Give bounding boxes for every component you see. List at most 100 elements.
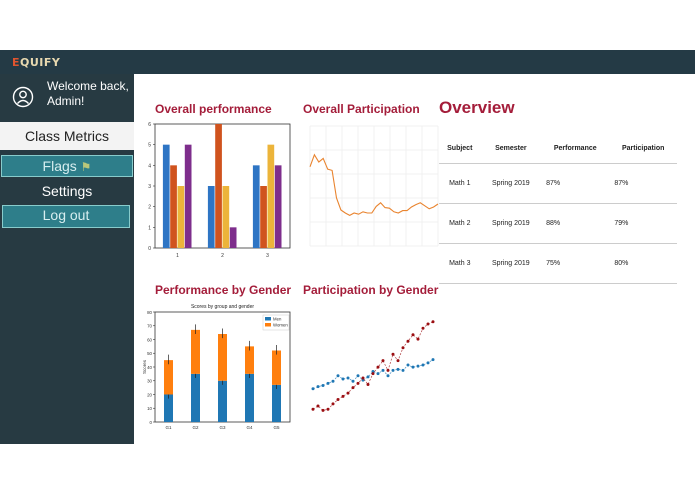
x-tick-label: G4 <box>246 425 253 430</box>
y-tick-label: 5 <box>148 143 151 149</box>
data-point <box>371 369 375 373</box>
cell-participation: 87% <box>609 163 677 204</box>
bar <box>267 144 275 248</box>
app-logo[interactable]: EQUIFY <box>12 56 61 69</box>
data-point <box>391 352 395 356</box>
data-point <box>341 377 345 381</box>
table-header-row: Subject Semester Performance Participati… <box>439 133 677 164</box>
data-point <box>376 365 380 369</box>
y-tick-label: 30 <box>147 379 152 384</box>
data-point <box>401 346 405 350</box>
y-tick-label: 3 <box>148 184 151 190</box>
bar <box>222 186 230 248</box>
performance-gender-chart: Scores by group and gender 0 10 20 30 40 50 60 7… <box>142 304 291 430</box>
data-point <box>401 368 405 372</box>
participation-gender-chart <box>311 320 435 412</box>
x-tick-label: 2 <box>221 253 224 259</box>
y-tick-label: 70 <box>147 324 152 329</box>
y-tick-label: 6 <box>148 122 151 128</box>
table-row[interactable]: Math 2 Spring 2019 88% 79% <box>439 203 677 244</box>
bar <box>218 380 227 422</box>
cell-performance: 88% <box>541 203 610 244</box>
data-point <box>346 376 350 380</box>
bar <box>215 124 222 248</box>
data-point <box>416 337 420 341</box>
data-point <box>416 364 420 368</box>
overall-performance-title: Overall performance <box>155 102 272 116</box>
data-point <box>351 386 355 390</box>
data-point <box>331 379 335 383</box>
sidebar-item-class-metrics[interactable]: Class Metrics <box>0 122 134 150</box>
x-tick-label: G1 <box>165 425 172 430</box>
data-point <box>396 359 400 363</box>
y-tick-label: 50 <box>147 351 152 356</box>
participation-line <box>309 153 439 217</box>
bar <box>218 334 227 381</box>
bar <box>184 144 192 248</box>
bar <box>164 360 173 395</box>
data-point <box>341 394 345 398</box>
data-point <box>431 320 435 324</box>
bar <box>207 186 215 248</box>
data-point <box>351 379 355 383</box>
data-point <box>336 374 340 378</box>
inner-chart-title: Scores by group and gender <box>191 304 254 310</box>
data-point <box>426 361 430 365</box>
sidebar-item-settings[interactable]: Settings <box>41 183 93 199</box>
series-line-red <box>312 321 434 411</box>
bar <box>274 165 282 248</box>
data-point <box>326 407 330 411</box>
cell-semester: Spring 2019 <box>480 203 542 244</box>
top-bar <box>0 50 695 74</box>
x-tick-label: 1 <box>176 253 179 259</box>
y-tick-label: 0 <box>148 246 151 252</box>
table-row[interactable]: Math 3 Spring 2019 75% 80% <box>439 243 677 284</box>
cell-semester: Spring 2019 <box>480 163 542 204</box>
overview-title: Overview <box>439 98 515 117</box>
data-point <box>346 391 350 395</box>
data-point <box>406 339 410 343</box>
data-point <box>396 367 400 371</box>
logout-button[interactable]: Log out <box>2 205 130 228</box>
bar <box>229 227 237 248</box>
bar <box>260 186 267 248</box>
data-point <box>421 363 425 367</box>
y-tick-label: 0 <box>150 420 153 425</box>
cell-subject: Math 2 <box>439 203 481 244</box>
data-point <box>406 363 410 367</box>
user-icon[interactable] <box>12 86 34 108</box>
data-point <box>411 365 415 369</box>
data-point <box>326 381 330 385</box>
cell-participation: 80% <box>609 243 677 284</box>
data-point <box>316 404 320 408</box>
bar <box>191 329 200 374</box>
data-point <box>411 333 415 337</box>
data-point <box>331 402 335 406</box>
cell-performance: 87% <box>541 163 610 204</box>
overall-performance-chart: 0 1 2 3 4 5 6 1 2 3 <box>148 122 291 259</box>
data-point <box>336 398 340 402</box>
flag-icon: ⚑ <box>80 160 92 174</box>
bar <box>162 144 170 248</box>
bar <box>245 373 254 422</box>
data-point <box>321 408 325 412</box>
sidebar-item-flags[interactable]: Flags ⚑ <box>1 155 133 177</box>
y-tick-label: 20 <box>147 392 152 397</box>
data-point <box>376 372 380 376</box>
bar <box>164 394 173 422</box>
data-point <box>311 407 315 411</box>
data-point <box>426 322 430 326</box>
table-row[interactable]: Math 1 Spring 2019 87% 87% <box>439 163 677 204</box>
data-point <box>321 384 325 388</box>
legend-label: Men <box>273 316 282 321</box>
data-point <box>386 374 390 378</box>
y-tick-label: 10 <box>147 406 152 411</box>
data-point <box>386 368 390 372</box>
cell-participation: 79% <box>609 203 677 244</box>
bar <box>272 384 281 422</box>
overview-table: Subject Semester Performance Participati… <box>439 133 677 284</box>
data-point <box>361 376 365 380</box>
y-tick-label: 60 <box>147 337 152 342</box>
y-tick-label: 80 <box>147 310 152 315</box>
bar <box>245 346 254 374</box>
